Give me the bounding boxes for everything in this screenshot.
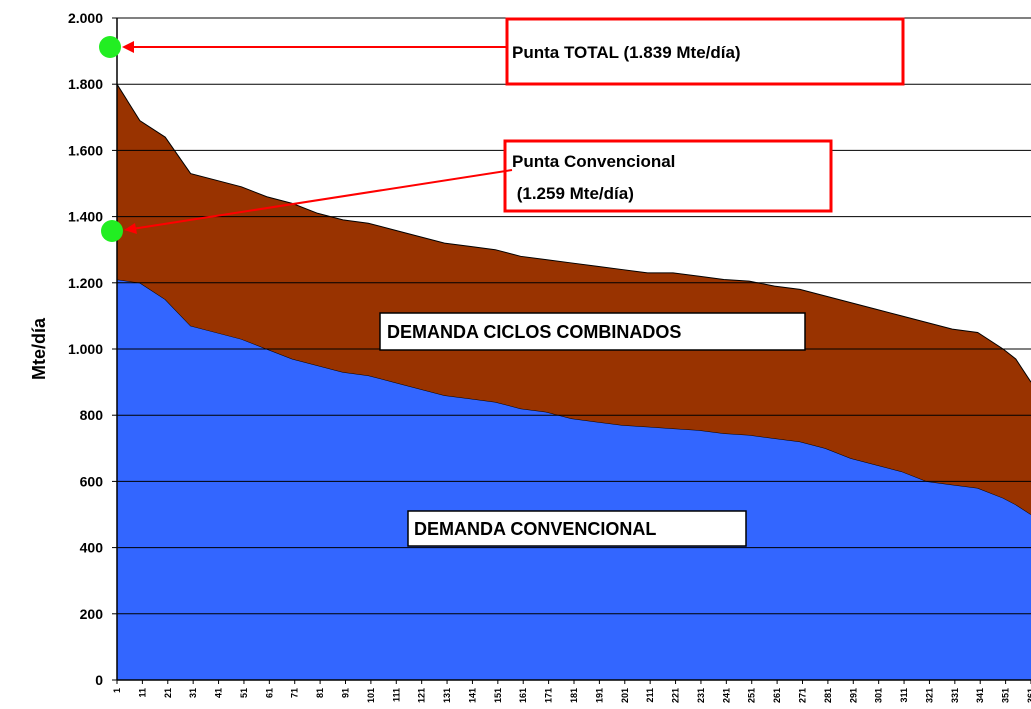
x-tick-label: 301 [874,688,884,703]
y-tick-label: 200 [80,606,104,622]
x-tick-label: 231 [696,688,706,703]
area [117,279,1031,680]
x-tick-label: 111 [391,688,401,702]
area-label: DEMANDA CICLOS COMBINADOS [387,322,681,342]
annotation-text: Punta TOTAL (1.839 Mte/día) [512,43,741,62]
y-tick-label: 400 [80,540,104,556]
x-tick-label: 101 [366,688,376,703]
area-label-box [407,510,747,547]
arrowhead [124,223,137,234]
y-tick-label: 1.000 [68,341,103,357]
x-tick-label: 321 [924,688,934,703]
x-tick-label: 91 [341,688,351,698]
x-tick-label: 191 [594,688,604,703]
y-tick-label: 1.400 [68,209,103,225]
annotations: Punta TOTAL (1.839 Mte/día) Punta Conven… [99,17,905,547]
y-tick-label: 1.800 [68,76,103,92]
x-tick-label: 81 [315,688,325,698]
y-tick-label: 600 [80,473,104,489]
x-tick-label: 1 [112,688,122,693]
x-tick-label: 251 [747,688,757,703]
x-tick-label: 281 [823,688,833,703]
area [117,84,1031,515]
x-tick-label: 341 [975,688,985,703]
x-tick-label: 241 [721,688,731,703]
area-label-box [379,312,806,351]
x-tick-label: 221 [671,688,681,703]
x-tick-label: 361 [1026,688,1031,703]
y-axis-label: Mte/día [29,317,49,380]
y-tick-label: 2.000 [68,10,103,26]
plot-area: 0 200 400 600 800 1.000 1.200 1.400 1.600 1.800 2.… [68,10,1031,703]
x-tick-label: 271 [798,688,808,703]
x-tick-label: 61 [264,688,274,698]
x-tick-label: 161 [518,688,528,703]
arrow [131,169,513,230]
x-tick-label: 131 [442,688,452,703]
x-tick-label: 211 [645,688,655,703]
y-tick-label: 1.600 [68,142,103,158]
x-tick-label: 71 [290,688,300,698]
x-tick-label: 331 [950,688,960,703]
x-tick-label: 181 [569,688,579,703]
x-tick-label: 151 [493,688,503,703]
y-tick-label: 800 [80,407,104,423]
annotation-box [503,139,833,213]
area-outline [116,83,1031,383]
x-tick-label: 291 [848,688,858,703]
peak-marker [101,220,123,242]
y-tick-label: 0 [95,672,103,688]
x-tick-label: 121 [417,688,427,703]
x-tick-label: 171 [544,688,554,703]
arrowhead [122,41,134,53]
area-label: DEMANDA CONVENCIONAL [414,519,656,539]
x-tick-label: 261 [772,688,782,703]
annotation-text: (1.259 Mte/día) [512,184,634,203]
x-tick-label: 21 [163,688,173,698]
x-tick-label: 351 [1001,688,1011,703]
x-tick-label: 141 [467,688,477,703]
x-tick-label: 311 [899,688,909,703]
x-tick-label: 41 [214,688,224,698]
annotation-text: Punta Convencional [512,152,675,171]
x-tick-label: 201 [620,688,630,703]
x-tick-label: 11 [137,688,147,698]
annotation-box [505,17,905,86]
peak-marker [99,36,121,58]
y-tick-label: 1.200 [68,275,103,291]
x-tick-label: 31 [188,688,198,698]
x-tick-label: 51 [239,688,249,698]
